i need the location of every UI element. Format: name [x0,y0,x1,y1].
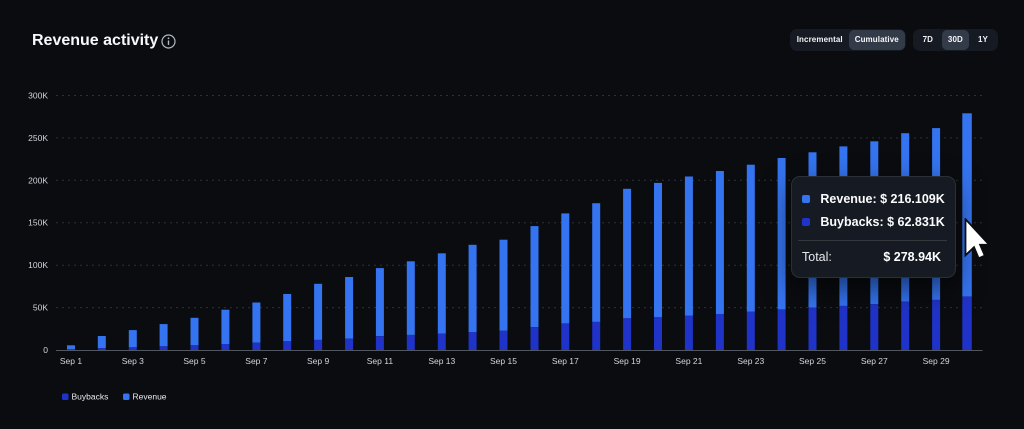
svg-text:Sep 21: Sep 21 [675,356,702,366]
svg-text:Sep 11: Sep 11 [367,356,394,366]
svg-text:Sep 1: Sep 1 [60,356,82,366]
svg-text:Sep 29: Sep 29 [923,356,950,366]
svg-text:50K: 50K [33,303,48,313]
svg-text:Sep 19: Sep 19 [614,356,641,366]
svg-text:Sep 3: Sep 3 [122,356,144,366]
svg-text:Sep 25: Sep 25 [799,356,826,366]
svg-text:150K: 150K [28,218,48,228]
svg-text:100K: 100K [28,260,48,270]
svg-text:Sep 13: Sep 13 [428,356,455,366]
svg-text:200K: 200K [28,175,48,185]
svg-text:Sep 27: Sep 27 [861,356,888,366]
svg-text:0: 0 [43,345,48,355]
svg-text:250K: 250K [28,133,48,143]
svg-text:Sep 15: Sep 15 [490,356,517,366]
svg-text:Sep 23: Sep 23 [737,356,764,366]
svg-text:Sep 9: Sep 9 [307,356,329,366]
svg-text:Revenue: Revenue [133,392,167,402]
svg-text:Sep 7: Sep 7 [245,356,267,366]
svg-text:Buybacks: Buybacks [72,392,109,402]
svg-text:Sep 5: Sep 5 [183,356,205,366]
svg-text:300K: 300K [28,91,48,101]
svg-text:Sep 17: Sep 17 [552,356,579,366]
